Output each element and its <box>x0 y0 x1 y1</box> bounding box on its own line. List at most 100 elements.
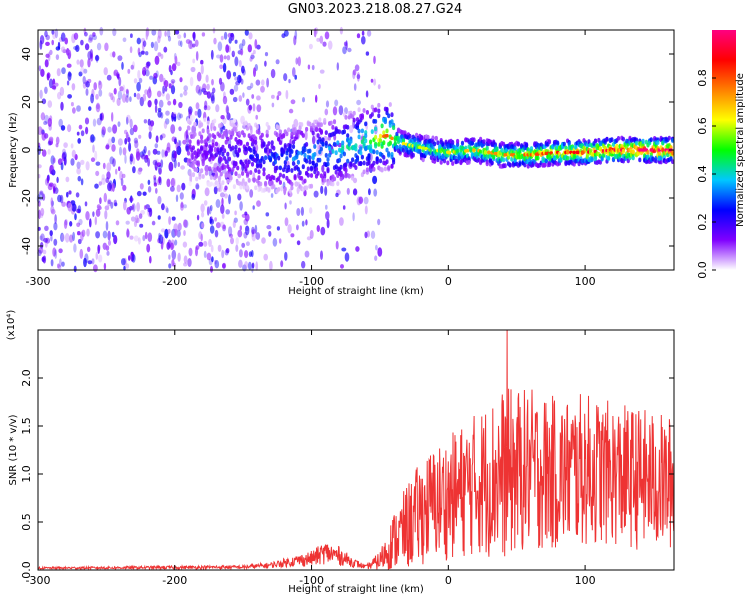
ridge-cell <box>321 137 325 143</box>
ridge-cell <box>500 147 504 153</box>
noise-cell <box>228 233 233 238</box>
noise-cell <box>142 191 147 196</box>
noise-cell <box>166 29 171 38</box>
ridge-cell <box>257 169 261 175</box>
noise-cell <box>51 163 55 174</box>
noise-cell <box>50 197 54 208</box>
noise-cell <box>183 85 188 92</box>
noise-cell <box>43 121 48 125</box>
noise-cell <box>138 134 142 139</box>
noise-cell <box>373 55 376 65</box>
noise-cell <box>106 162 112 172</box>
ridge-cell <box>334 169 338 175</box>
ridge-cell <box>290 168 294 173</box>
noise-cell <box>241 242 246 248</box>
noise-cell <box>222 125 226 130</box>
noise-cell <box>165 110 170 116</box>
noise-cell <box>91 136 96 142</box>
noise-cell <box>155 70 159 78</box>
ridge-cell <box>265 144 269 150</box>
noise-cell <box>73 265 77 273</box>
noise-cell <box>76 131 80 136</box>
noise-cell <box>170 242 174 251</box>
noise-cell <box>346 187 350 195</box>
ridge-cell <box>479 149 483 155</box>
ridge-cell <box>321 141 325 147</box>
noise-cell <box>345 40 348 51</box>
noise-cell <box>180 201 184 209</box>
noise-cell <box>90 93 94 104</box>
noise-cell <box>52 247 57 257</box>
noise-cell <box>325 100 330 108</box>
noise-cell <box>200 59 204 65</box>
noise-cell <box>110 201 114 209</box>
noise-cell <box>234 39 238 44</box>
ridge-cell <box>293 127 297 132</box>
ridge-cell <box>390 112 394 118</box>
noise-cell <box>255 79 261 86</box>
noise-cell <box>260 85 265 93</box>
noise-cell <box>255 95 261 101</box>
noise-cell <box>115 168 118 175</box>
snr-y-ticks: 0.0 0.5 1.0 1.5 2.0 <box>20 369 674 579</box>
noise-cell <box>220 204 225 215</box>
ridge-cell <box>457 156 461 161</box>
ridge-cell <box>252 178 256 183</box>
noise-cell <box>163 46 168 53</box>
ridge-cell <box>347 145 351 151</box>
noise-cell <box>49 230 53 237</box>
ridge-cell <box>272 175 276 181</box>
noise-cell <box>300 206 304 216</box>
ridge-cell <box>201 174 205 179</box>
noise-cell <box>201 211 205 218</box>
noise-cell <box>71 149 76 158</box>
ridge-cell <box>661 147 665 153</box>
noise-cell <box>95 102 101 113</box>
noise-cell <box>220 35 224 41</box>
noise-cell <box>73 46 79 50</box>
noise-cell <box>311 64 315 71</box>
noise-cell <box>325 204 328 210</box>
noise-cell <box>136 81 141 92</box>
noise-cell <box>284 217 289 227</box>
noise-cell <box>204 164 210 173</box>
ridge-cell <box>213 126 217 131</box>
noise-cell <box>174 138 177 145</box>
noise-cell <box>182 139 187 145</box>
noise-cell <box>130 33 133 38</box>
noise-cell <box>46 175 50 184</box>
noise-cell <box>212 87 216 94</box>
noise-cell <box>183 32 187 39</box>
ridge-cell <box>323 177 327 183</box>
ridge-cell <box>193 121 197 127</box>
ridge-cell <box>301 164 305 170</box>
ridge-cell <box>265 121 269 127</box>
ridge-cell <box>331 181 335 187</box>
ridge-cell <box>267 141 271 146</box>
noise-cell <box>239 201 243 211</box>
noise-cell <box>250 82 254 89</box>
ridge-cell <box>300 122 304 127</box>
ridge-cell <box>378 158 383 164</box>
noise-cell <box>294 181 299 187</box>
noise-cell <box>251 229 257 234</box>
ridge-cell <box>516 141 521 147</box>
ridge-cell <box>211 139 215 144</box>
ridge-cell <box>296 166 300 172</box>
ridge-cell <box>362 169 366 175</box>
ridge-cell <box>229 175 233 181</box>
noise-cell <box>76 59 80 65</box>
noise-cell <box>103 262 107 270</box>
x-tick-label: 100 <box>575 275 596 288</box>
noise-cell <box>255 261 258 271</box>
ridge-cell <box>275 132 279 138</box>
ridge-cell <box>360 128 364 134</box>
ridge-cell <box>288 153 292 158</box>
noise-cell <box>177 112 181 121</box>
noise-cell <box>245 225 250 236</box>
noise-cell <box>203 250 207 258</box>
noise-cell <box>159 134 163 141</box>
noise-cell <box>326 218 330 229</box>
noise-cell <box>138 77 143 84</box>
